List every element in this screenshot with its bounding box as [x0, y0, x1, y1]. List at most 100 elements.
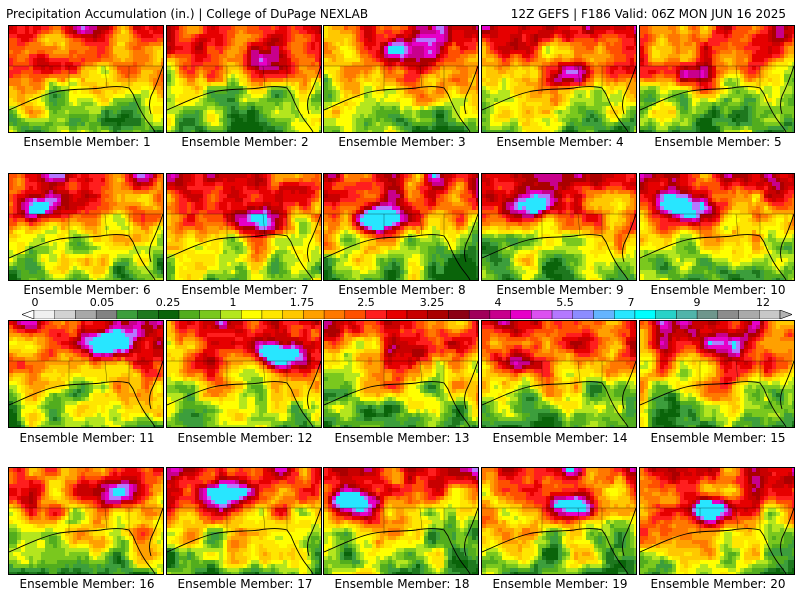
state-borders [167, 65, 321, 92]
coastline [167, 507, 321, 574]
scale-swatch [572, 310, 594, 319]
precip-field-17 [167, 468, 321, 574]
ensemble-member-1-panel [8, 25, 164, 133]
ensemble-member-13-panel [323, 320, 479, 428]
scale-swatch [75, 310, 97, 319]
ensemble-member-3-panel [323, 25, 479, 133]
scale-swatch [406, 310, 428, 319]
coastline [482, 507, 636, 574]
scale-swatch [593, 310, 615, 319]
scale-swatch [448, 310, 470, 319]
scale-swatch [759, 310, 781, 319]
coastline [167, 360, 321, 427]
ensemble-member-2-label: Ensemble Member: 2 [166, 135, 324, 149]
scale-label: 9 [694, 296, 701, 309]
scale-label: 2.5 [357, 296, 375, 309]
ensemble-member-9-panel [481, 173, 637, 281]
ensemble-member-9-label: Ensemble Member: 9 [481, 283, 639, 297]
ensemble-member-15-panel [639, 320, 795, 428]
ensemble-member-10-panel [639, 173, 795, 281]
state-borders [482, 507, 636, 534]
scale-swatch [199, 310, 221, 319]
state-borders [640, 360, 794, 387]
precip-field-9 [482, 174, 636, 280]
state-borders [640, 507, 794, 534]
scale-label: 5.5 [556, 296, 574, 309]
ensemble-member-4-label: Ensemble Member: 4 [481, 135, 639, 149]
ensemble-member-7-label: Ensemble Member: 7 [166, 283, 324, 297]
ensemble-member-14-label: Ensemble Member: 14 [481, 431, 639, 445]
ensemble-member-17-label: Ensemble Member: 17 [166, 577, 324, 591]
precip-field-7 [167, 174, 321, 280]
ensemble-member-20-panel [639, 467, 795, 575]
coastline [482, 360, 636, 427]
scale-swatch [634, 310, 656, 319]
ensemble-member-15-label: Ensemble Member: 15 [639, 431, 797, 445]
ensemble-member-5-label: Ensemble Member: 5 [639, 135, 797, 149]
ensemble-member-2-panel [166, 25, 322, 133]
ensemble-member-7-panel [166, 173, 322, 281]
ensemble-member-11-panel [8, 320, 164, 428]
coastline [9, 507, 163, 574]
scale-label: 7 [628, 296, 635, 309]
precip-field-19 [482, 468, 636, 574]
state-borders [167, 360, 321, 387]
precip-field-1 [9, 26, 163, 132]
coastline [640, 507, 794, 574]
state-borders [9, 507, 163, 534]
precip-field-14 [482, 321, 636, 427]
state-borders [640, 65, 794, 92]
scale-swatch [282, 310, 304, 319]
scale-swatch [54, 310, 76, 319]
scale-swatch [489, 310, 511, 319]
scale-swatch [696, 310, 719, 319]
coastline [9, 213, 163, 280]
model-run-label: 12Z GEFS | F186 Valid: 06Z MON JUN 16 20… [511, 7, 786, 21]
ensemble-member-13-label: Ensemble Member: 13 [323, 431, 481, 445]
coastline [640, 360, 794, 427]
scale-max-arrow [779, 310, 792, 319]
color-scale-bar [22, 310, 792, 319]
ensemble-member-5-panel [639, 25, 795, 133]
scale-swatch [158, 310, 180, 319]
scale-swatch [468, 310, 491, 319]
scale-swatch [178, 310, 200, 319]
scale-swatch [386, 310, 408, 319]
scale-label: 0.05 [90, 296, 115, 309]
precip-field-15 [640, 321, 794, 427]
ensemble-member-18-panel [323, 467, 479, 575]
scale-label: 3.25 [420, 296, 445, 309]
scale-swatch [303, 310, 325, 319]
precip-field-18 [324, 468, 478, 574]
state-borders [9, 360, 163, 387]
precip-field-2 [167, 26, 321, 132]
ensemble-member-20-label: Ensemble Member: 20 [639, 577, 797, 591]
scale-swatch [614, 310, 636, 319]
scale-swatch [717, 310, 739, 319]
precip-field-16 [9, 468, 163, 574]
precip-field-12 [167, 321, 321, 427]
scale-swatch [531, 310, 553, 319]
scale-swatch [427, 310, 449, 319]
state-borders [640, 213, 794, 240]
state-borders [9, 213, 163, 240]
scale-min-arrow [22, 310, 35, 319]
coastline [640, 213, 794, 280]
scale-label: 1 [230, 296, 237, 309]
ensemble-member-19-label: Ensemble Member: 19 [481, 577, 639, 591]
scale-swatch [137, 310, 159, 319]
precip-field-13 [324, 321, 478, 427]
coastline [9, 360, 163, 427]
ensemble-member-14-panel [481, 320, 637, 428]
coastline [324, 213, 478, 280]
ensemble-member-6-label: Ensemble Member: 6 [8, 283, 166, 297]
scale-swatch [365, 310, 387, 319]
state-borders [167, 507, 321, 534]
coastline [167, 65, 321, 132]
state-borders [482, 65, 636, 92]
scale-swatch [655, 310, 677, 319]
precip-field-4 [482, 26, 636, 132]
scale-label: 0 [32, 296, 39, 309]
coastline [482, 65, 636, 132]
ensemble-member-16-label: Ensemble Member: 16 [8, 577, 166, 591]
